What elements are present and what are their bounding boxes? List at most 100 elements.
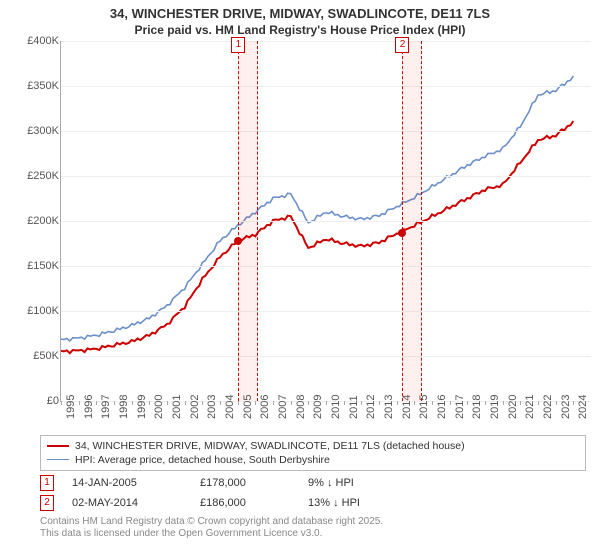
x-tick xyxy=(326,401,327,405)
sale-dot xyxy=(234,237,242,245)
x-axis-label: 2016 xyxy=(436,394,448,418)
footer-line-2: This data is licensed under the Open Gov… xyxy=(40,528,586,541)
x-axis-label: 2001 xyxy=(171,394,183,418)
gridline xyxy=(61,86,591,87)
x-axis-label: 2017 xyxy=(454,394,466,418)
x-tick xyxy=(556,401,557,405)
sale-span xyxy=(238,41,258,401)
footer-note: Contains HM Land Registry data © Crown c… xyxy=(40,516,586,541)
y-axis-label: £0 xyxy=(21,395,59,407)
x-axis-label: 2018 xyxy=(471,394,483,418)
x-axis-label: 2012 xyxy=(365,394,377,418)
x-tick xyxy=(308,401,309,405)
gridline xyxy=(61,221,591,222)
y-axis-label: £300K xyxy=(21,125,59,137)
x-tick xyxy=(397,401,398,405)
gridline xyxy=(61,356,591,357)
x-tick xyxy=(379,401,380,405)
sales-table: 1 14-JAN-2005 £178,000 9% ↓ HPI 2 02-MAY-2014… xyxy=(40,473,586,513)
x-axis-label: 1999 xyxy=(136,394,148,418)
sale-diff: 9% ↓ HPI xyxy=(308,477,354,489)
x-tick xyxy=(273,401,274,405)
gridline xyxy=(61,41,591,42)
x-tick xyxy=(291,401,292,405)
x-axis-label: 2022 xyxy=(542,394,554,418)
series-line xyxy=(61,121,573,353)
x-axis-label: 2023 xyxy=(560,394,572,418)
sale-price: £178,000 xyxy=(200,477,290,489)
x-axis-label: 2003 xyxy=(206,394,218,418)
x-axis-label: 2021 xyxy=(524,394,536,418)
x-tick xyxy=(220,401,221,405)
gridline xyxy=(61,131,591,132)
legend-label: 34, WINCHESTER DRIVE, MIDWAY, SWADLINCOT… xyxy=(75,440,465,452)
x-tick xyxy=(538,401,539,405)
sale-diff: 13% ↓ HPI xyxy=(308,497,360,509)
sale-row: 1 14-JAN-2005 £178,000 9% ↓ HPI xyxy=(40,473,586,493)
gridline xyxy=(61,176,591,177)
x-axis-label: 2008 xyxy=(295,394,307,418)
x-tick xyxy=(414,401,415,405)
sale-dot xyxy=(398,229,406,237)
sale-price: £186,000 xyxy=(200,497,290,509)
x-axis-label: 2000 xyxy=(153,394,165,418)
y-axis-label: £100K xyxy=(21,305,59,317)
y-axis-label: £200K xyxy=(21,215,59,227)
y-axis-label: £400K xyxy=(21,35,59,47)
x-axis-label: 1998 xyxy=(118,394,130,418)
sale-date: 14-JAN-2005 xyxy=(72,477,182,489)
footer-line-1: Contains HM Land Registry data © Crown c… xyxy=(40,516,586,529)
x-tick xyxy=(467,401,468,405)
x-axis-label: 1996 xyxy=(83,394,95,418)
x-tick xyxy=(503,401,504,405)
gridline xyxy=(61,266,591,267)
x-tick xyxy=(79,401,80,405)
x-tick xyxy=(185,401,186,405)
x-tick xyxy=(132,401,133,405)
x-tick xyxy=(255,401,256,405)
x-axis-label: 2011 xyxy=(348,395,360,419)
sale-marker: 1 xyxy=(231,37,245,53)
x-tick xyxy=(485,401,486,405)
x-axis-label: 1995 xyxy=(65,394,77,418)
x-axis-label: 2007 xyxy=(277,394,289,418)
plot-area: £0£50K£100K£150K£200K£250K£300K£350K£400… xyxy=(60,41,591,402)
y-axis-label: £150K xyxy=(21,260,59,272)
sale-marker: 2 xyxy=(395,37,409,53)
x-tick xyxy=(238,401,239,405)
legend-swatch xyxy=(47,445,69,447)
x-axis-label: 2013 xyxy=(383,394,395,418)
sale-index: 2 xyxy=(40,495,54,511)
x-tick xyxy=(202,401,203,405)
page-subtitle: Price paid vs. HM Land Registry's House … xyxy=(0,23,600,41)
x-tick xyxy=(432,401,433,405)
x-tick xyxy=(450,401,451,405)
legend-row: 34, WINCHESTER DRIVE, MIDWAY, SWADLINCOT… xyxy=(47,439,579,453)
legend-box: 34, WINCHESTER DRIVE, MIDWAY, SWADLINCOT… xyxy=(40,435,586,471)
x-tick xyxy=(149,401,150,405)
x-axis-label: 2002 xyxy=(189,394,201,418)
x-axis-label: 1997 xyxy=(100,394,112,418)
x-tick xyxy=(61,401,62,405)
x-axis-label: 2020 xyxy=(507,394,519,418)
legend-label: HPI: Average price, detached house, Sout… xyxy=(75,454,330,466)
x-axis-label: 2010 xyxy=(330,394,342,418)
gridline xyxy=(61,311,591,312)
x-tick xyxy=(361,401,362,405)
x-tick xyxy=(573,401,574,405)
legend-swatch xyxy=(47,459,69,460)
y-axis-label: £50K xyxy=(21,350,59,362)
sale-index: 1 xyxy=(40,475,54,491)
chart-container: £0£50K£100K£150K£200K£250K£300K£350K£400… xyxy=(20,41,590,431)
series-line xyxy=(61,76,573,341)
sale-row: 2 02-MAY-2014 £186,000 13% ↓ HPI xyxy=(40,493,586,513)
y-axis-label: £250K xyxy=(21,170,59,182)
x-tick xyxy=(344,401,345,405)
x-axis-label: 2006 xyxy=(259,394,271,418)
y-axis-label: £350K xyxy=(21,80,59,92)
page-title: 34, WINCHESTER DRIVE, MIDWAY, SWADLINCOT… xyxy=(0,0,600,23)
x-tick xyxy=(96,401,97,405)
x-tick xyxy=(520,401,521,405)
sale-date: 02-MAY-2014 xyxy=(72,497,182,509)
legend-row: HPI: Average price, detached house, Sout… xyxy=(47,453,579,467)
